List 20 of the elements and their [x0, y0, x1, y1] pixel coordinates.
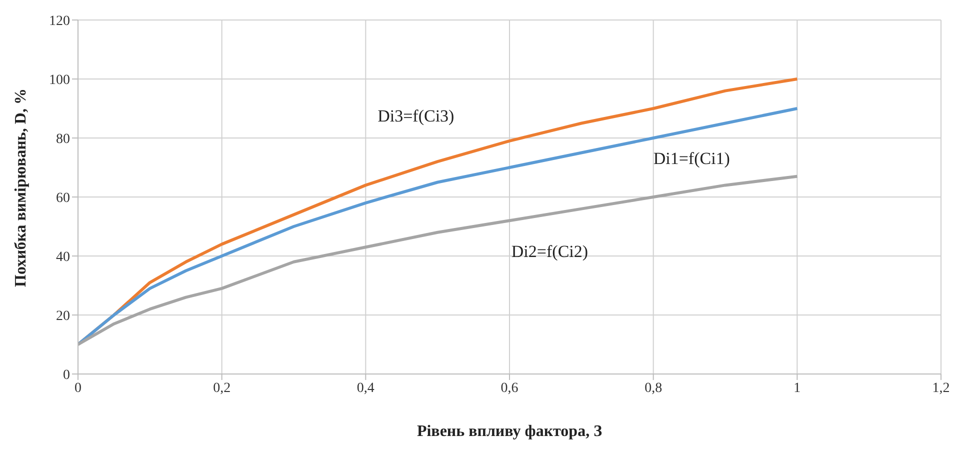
series-label: Di1=f(Ci1)	[653, 149, 730, 168]
y-tick-label: 20	[56, 308, 70, 324]
y-tick-label: 60	[56, 190, 70, 206]
y-tick-label: 100	[49, 72, 70, 88]
x-tick-label: 1,2	[932, 380, 950, 396]
y-tick-label: 0	[63, 368, 70, 383]
x-tick-label: 1	[794, 380, 801, 396]
series-label: Di2=f(Ci2)	[511, 242, 588, 261]
y-axis-title: Похибка вимірювань, D, %	[12, 88, 30, 287]
x-tick-label: 0,4	[356, 380, 374, 396]
series-label: Di3=f(Ci3)	[378, 106, 454, 126]
y-tick-label: 120	[49, 14, 70, 29]
x-tick-label: 0	[74, 380, 82, 396]
y-tick-label: 80	[56, 132, 70, 147]
y-tick-label: 40	[56, 250, 70, 265]
x-tick-label: 0,2	[213, 380, 231, 396]
x-axis-title: Рівень впливу фактора, З	[416, 423, 603, 440]
line-series	[78, 174, 799, 346]
x-tick-label: 0,8	[644, 380, 662, 396]
x-tick-label: 0,6	[500, 380, 518, 396]
